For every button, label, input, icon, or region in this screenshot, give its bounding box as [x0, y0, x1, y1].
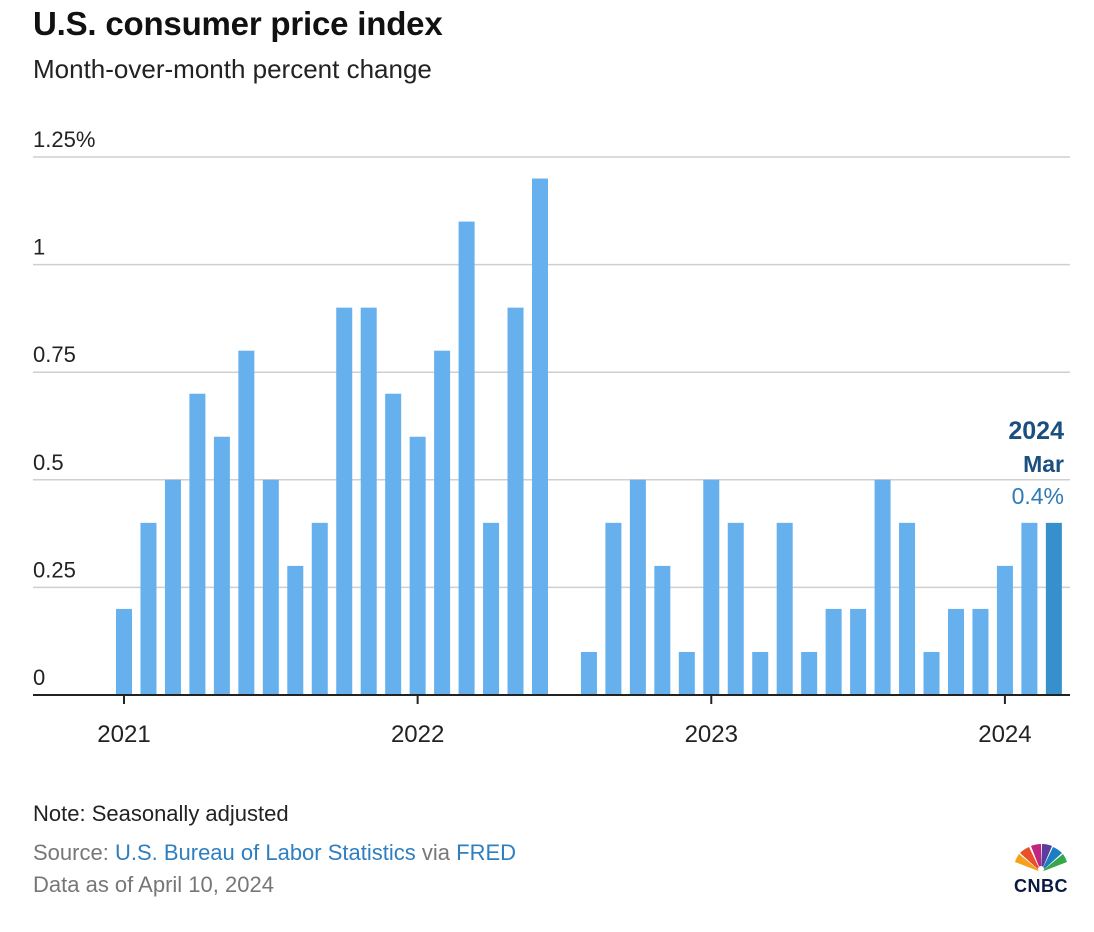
- bar-2022-04: [483, 522, 500, 695]
- y-axis-ticks: 0 0.25 0.5 0.75 1 1.25%: [33, 127, 95, 690]
- bars: [116, 178, 1062, 695]
- bar-2023-08: [874, 479, 891, 695]
- bar-2021-11: [360, 307, 377, 695]
- source-prefix: Source:: [33, 840, 115, 865]
- bar-2023-03: [752, 651, 769, 695]
- cnbc-logo: CNBC: [1006, 838, 1076, 898]
- logo-text: CNBC: [1014, 876, 1068, 896]
- annotation-year: 2024: [1008, 417, 1064, 445]
- bar-2022-03: [458, 221, 475, 695]
- bar-2021-01: [116, 608, 132, 695]
- cpi-bar-chart: 0 0.25 0.5 0.75 1 1.25% 2021 2022 2023 2024 2024…: [33, 127, 1070, 748]
- bar-2022-05: [507, 307, 524, 695]
- grid-lines: [33, 156, 1070, 589]
- bar-2021-09: [311, 522, 328, 695]
- bar-2023-10: [923, 651, 940, 695]
- peacock-icon: [1015, 844, 1067, 872]
- annotation-month: Mar: [1023, 451, 1064, 477]
- x-tick-label: 2022: [391, 721, 444, 748]
- data-as-of: Data as of April 10, 2024: [33, 872, 274, 897]
- x-tick-label: 2023: [685, 721, 738, 748]
- bar-2024-01: [996, 565, 1013, 695]
- y-tick-label: 0: [33, 665, 45, 690]
- y-tick-label: 1: [33, 235, 45, 260]
- bar-2023-11: [947, 608, 964, 695]
- annotation-value: 0.4%: [1012, 483, 1064, 509]
- bar-2021-05: [213, 436, 230, 695]
- bar-2024-02: [1021, 522, 1038, 695]
- x-tick-label: 2024: [978, 721, 1031, 748]
- bar-2023-05: [801, 651, 818, 695]
- bar-2023-04: [776, 522, 793, 695]
- bar-2023-06: [825, 608, 842, 695]
- x-tick-label: 2021: [97, 721, 150, 748]
- bar-2021-08: [287, 565, 304, 695]
- bar-2021-04: [189, 393, 206, 695]
- y-tick-label: 0.75: [33, 342, 76, 367]
- bar-2021-03: [164, 479, 181, 695]
- bar-2023-01: [703, 479, 720, 695]
- bar-2023-09: [899, 522, 916, 695]
- chart-title: U.S. consumer price index: [33, 5, 443, 42]
- bar-2021-06: [238, 350, 255, 695]
- bar-2022-08: [580, 651, 597, 695]
- bar-2023-02: [727, 522, 744, 695]
- bar-2022-12: [678, 651, 695, 695]
- bar-2022-10: [629, 479, 646, 695]
- bar-2021-02: [140, 522, 157, 695]
- source-line: Source: U.S. Bureau of Labor Statistics …: [33, 840, 516, 866]
- bar-2022-09: [605, 522, 622, 695]
- bar-2022-01: [409, 436, 426, 695]
- latest-annotation: 2024 Mar 0.4%: [1008, 417, 1064, 509]
- source-bls-link[interactable]: U.S. Bureau of Labor Statistics: [114, 840, 416, 865]
- bar-2022-06: [531, 178, 548, 695]
- source-via: via: [415, 840, 457, 865]
- bar-2024-03: [1045, 522, 1062, 695]
- bar-2022-11: [654, 565, 671, 695]
- bar-2021-07: [262, 479, 279, 695]
- bar-2021-12: [385, 393, 402, 695]
- chart-subtitle: Month-over-month percent change: [33, 54, 432, 84]
- source-fred-link[interactable]: FRED: [456, 840, 517, 865]
- bar-2022-02: [434, 350, 451, 695]
- bar-2023-07: [850, 608, 867, 695]
- y-tick-label: 1.25%: [33, 127, 95, 152]
- bar-2023-12: [972, 608, 989, 695]
- x-axis: 2021 2022 2023 2024: [33, 694, 1070, 748]
- note-text: Note: Seasonally adjusted: [33, 801, 289, 826]
- y-tick-label: 0.5: [33, 450, 64, 475]
- bar-2021-10: [336, 307, 353, 695]
- y-tick-label: 0.25: [33, 557, 76, 582]
